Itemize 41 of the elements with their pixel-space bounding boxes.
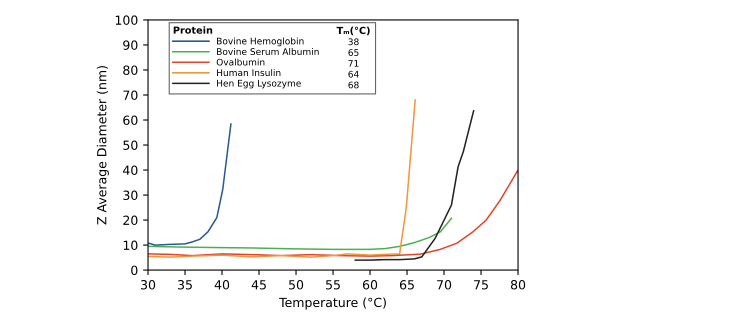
x-tick-label: 45 [252,280,266,290]
annotation: 71 [348,60,358,67]
y-tick-label: 60 [123,115,138,125]
x-tick-label: 30 [141,280,156,290]
annotation: 64 [348,70,359,78]
x-tick-label: 55 [326,280,340,290]
x-tick-label: 40 [214,280,230,290]
x-tick-label: 80 [510,280,526,290]
legend-label: Bovine Serum Albumin [217,48,319,56]
line-series [148,123,232,246]
annotation: Tₘ(°C) [336,26,370,36]
y-tick-label: 100 [116,15,138,25]
y-tick-label: 0 [131,266,138,276]
x-tick-label: 75 [474,280,488,290]
legend-label: Ovalbumin [216,58,264,66]
line-series [354,110,474,261]
annotation: 38 [348,38,359,46]
line-series [148,218,452,250]
x-tick-label: 70 [437,280,452,290]
line-series [148,99,416,258]
y-tick-label: 50 [123,140,138,150]
y-tick-label: 10 [124,240,138,250]
line-series [148,169,518,257]
x-tick-label: 50 [289,280,304,290]
y-tick-label: 80 [123,65,138,75]
y-tick-label: 40 [123,166,138,175]
y-tick-label: 30 [123,190,138,200]
legend-title: Protein [174,26,212,34]
x-tick-label: 35 [178,280,192,290]
legend-label: Bovine Hemoglobin [217,37,304,46]
y-tick-label: 90 [123,40,138,50]
y-tick-label: 70 [123,90,138,100]
annotation: 65 [348,49,358,56]
x-axis-title: Temperature (°C) [279,297,386,310]
legend-label: Human Insulin [217,69,280,76]
annotation: 68 [348,82,359,88]
y-axis-title: Z Average Diameter (nm) [96,66,109,224]
x-tick-label: 60 [362,280,378,290]
x-tick-label: 65 [400,280,414,290]
legend-label: Hen Egg Lysozyme [217,80,301,88]
y-tick-label: 20 [123,216,138,225]
